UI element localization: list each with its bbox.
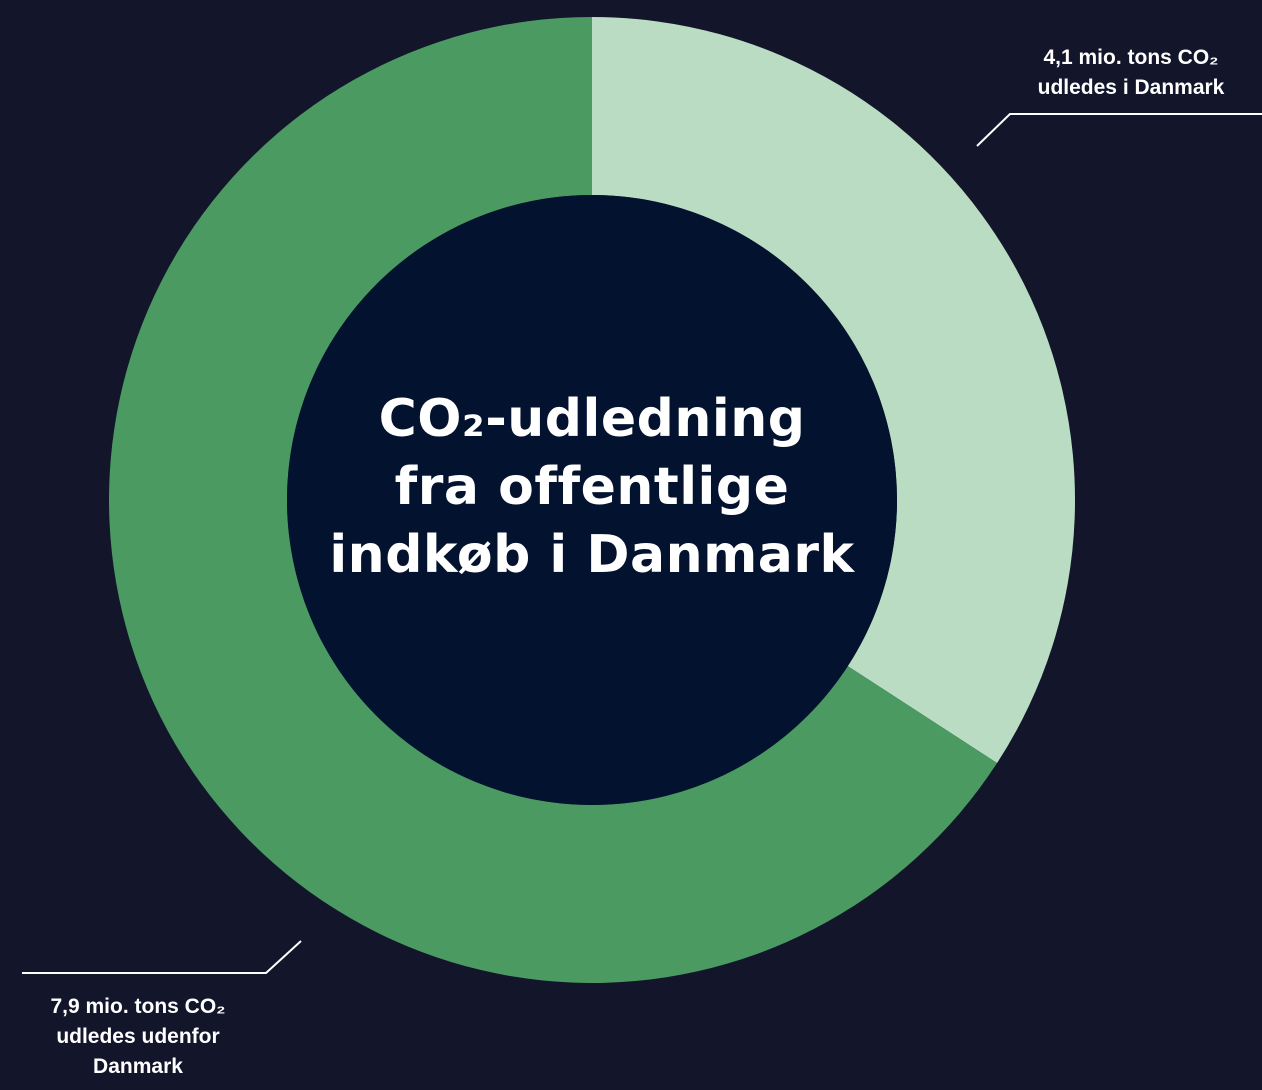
slice-label-denmark: 4,1 mio. tons CO₂ udledes i Danmark: [990, 43, 1262, 103]
donut-slice-denmark: [592, 17, 1076, 764]
chart-title-line: CO₂-udledning: [378, 389, 806, 449]
chart-title-line: indkøb i Danmark: [329, 525, 855, 585]
chart-title-line: fra offentlige: [394, 457, 790, 517]
slice-label-line: 7,9 mio. tons CO₂: [50, 995, 226, 1018]
leader-line-abroad: [22, 940, 302, 974]
slice-label-line: udledes i Danmark: [1037, 76, 1225, 99]
slice-label-line: 4,1 mio. tons CO₂: [1043, 46, 1219, 69]
slice-label-line: Danmark: [93, 1055, 183, 1078]
chart-title: CO₂-udledning fra offentlige indkøb i Da…: [292, 385, 892, 589]
slice-label-line: udledes udenfor: [56, 1025, 220, 1048]
slice-label-abroad: 7,9 mio. tons CO₂ udledes udenfor Danmar…: [0, 992, 276, 1082]
donut-hole: [287, 195, 897, 805]
donut-slice-abroad: [109, 17, 998, 983]
leader-line-denmark: [976, 113, 1262, 147]
